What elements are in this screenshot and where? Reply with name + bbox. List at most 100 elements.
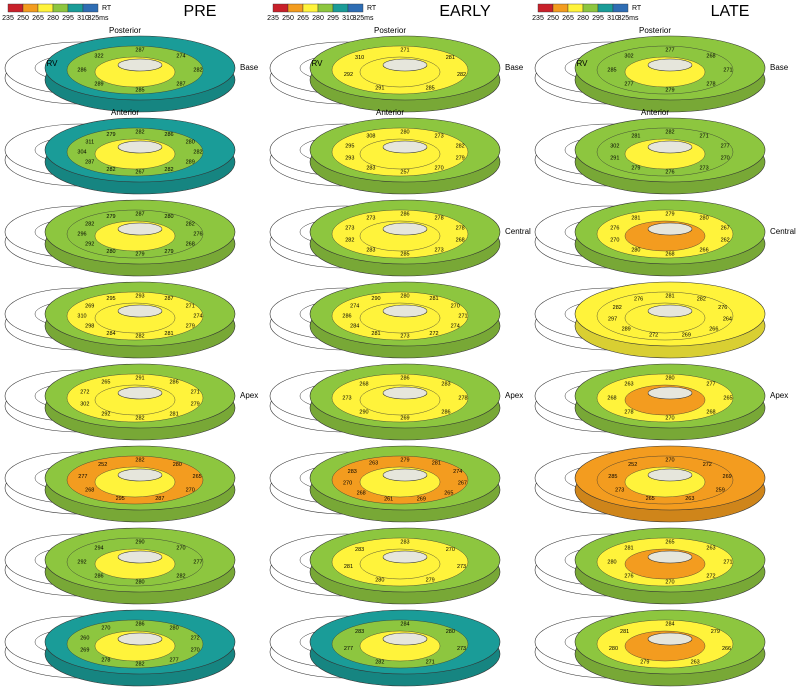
level-label: Apex (770, 391, 788, 400)
rt-value: 283 (355, 629, 364, 635)
legend-tick: 295 (62, 15, 74, 22)
legend-tick: 250 (282, 15, 294, 22)
legend-swatch (552, 3, 569, 13)
rt-value: 287 (135, 47, 144, 53)
rt-value: 266 (699, 248, 708, 254)
rt-value: 274 (350, 303, 359, 309)
rt-value: 292 (85, 241, 94, 247)
rt-value: 279 (400, 457, 409, 463)
rt-value: 270 (101, 625, 110, 631)
legend-tick: 235 (267, 15, 279, 22)
rt-value: 276 (665, 169, 674, 175)
legend-swatch (347, 3, 364, 13)
lv-cavity (647, 386, 693, 400)
rt-value: 283 (400, 539, 409, 545)
rt-value: 292 (344, 72, 353, 78)
rt-value: 273 (434, 133, 443, 139)
rt-value: 293 (345, 156, 354, 162)
rt-value: 263 (369, 461, 378, 467)
rt-value: 268 (706, 410, 715, 416)
rt-value: 274 (453, 469, 462, 475)
rt-value: 269 (417, 497, 426, 503)
rt-value: 282 (135, 415, 144, 421)
rt-value: 281 (665, 293, 674, 299)
rt-value: 271 (723, 559, 732, 565)
rt-value: 284 (665, 621, 674, 627)
rt-value: 279 (456, 156, 465, 162)
rt-value: 272 (80, 389, 89, 395)
rt-value: 272 (703, 462, 712, 468)
rt-value: 295 (116, 496, 125, 502)
heart-slice: 290 270 277 282 280 286 292 294 (4, 527, 236, 605)
rt-value: 282 (135, 661, 144, 667)
rt-value: 274 (193, 313, 202, 319)
rt-value: 281 (446, 55, 455, 61)
rt-value: 277 (344, 646, 353, 652)
rt-value: 270 (176, 545, 185, 551)
heart-slice: 279 281 274 267 265 269 261 268 270 283 263 (269, 445, 501, 523)
legend-tick: 295 (592, 15, 604, 22)
rt-value: 252 (98, 462, 107, 468)
rt-value: 265 (193, 474, 202, 480)
rt-value: 290 (371, 296, 380, 302)
rt-value: 268 (359, 381, 368, 387)
rt-value: 252 (628, 462, 637, 468)
rt-value: 282 (135, 333, 144, 339)
rt-value: 282 (375, 659, 384, 665)
rt-value: 310 (355, 55, 364, 61)
rt-value: 280 (164, 214, 173, 220)
rt-value: 286 (77, 67, 86, 73)
rt-value: 283 (355, 547, 364, 553)
rt-value: 261 (384, 497, 393, 503)
rt-value: 281 (620, 629, 629, 635)
lv-cavity (647, 550, 693, 564)
rt-value: 285 (608, 474, 617, 480)
rt-value: 268 (665, 251, 674, 257)
rt-value: 270 (186, 487, 195, 493)
rt-value: 278 (624, 410, 633, 416)
rt-value: 279 (426, 577, 435, 583)
rt-value: 322 (94, 53, 103, 59)
legend-tick: 295 (327, 15, 339, 22)
rt-value: 272 (649, 333, 658, 339)
rt-value: 310 (77, 313, 86, 319)
heart-slice: 279 280 267 262 266 268 280 270 276 281 (534, 199, 766, 277)
rt-value: 268 (456, 238, 465, 244)
rt-value: 274 (176, 53, 185, 59)
rt-value: 265 (646, 496, 655, 502)
rt-value: 276 (634, 297, 643, 303)
rv-label: RV (312, 59, 324, 68)
column-title: PRE (184, 3, 217, 20)
rt-value: 282 (665, 129, 674, 135)
heart-slice: 286 278 278 268 273 285 283 282 273 273 (269, 199, 501, 277)
level-label: Apex (240, 391, 258, 400)
rt-value: 279 (106, 214, 115, 220)
legend-swatch (597, 3, 614, 13)
legend-swatch (67, 3, 84, 13)
rt-value: 289 (94, 82, 103, 88)
rt-value: 273 (342, 395, 351, 401)
heart-slice: 281 282 276 264 266 269 272 289 297 282 276 (534, 281, 766, 359)
rt-value: 281 (169, 412, 178, 418)
heart-slice: 277 268 271 278 279 277 285 302 (534, 35, 766, 113)
lv-cavity (117, 222, 163, 236)
rt-value: 267 (458, 480, 467, 486)
rt-value: 268 (706, 53, 715, 59)
rt-value: 296 (77, 231, 86, 237)
heart-slice: 286 280 272 270 277 282 278 269 260 270 (4, 609, 236, 687)
heart-slice: 271 281 282 285 291 292 310 (269, 35, 501, 113)
rt-value: 295 (106, 296, 115, 302)
rt-value: 286 (400, 211, 409, 217)
rt-value: 302 (624, 53, 633, 59)
rt-value: 267 (721, 225, 730, 231)
rt-value: 280 (173, 462, 182, 468)
rt-value: 265 (444, 491, 453, 497)
rt-value: 273 (457, 646, 466, 652)
rt-value: 286 (169, 379, 178, 385)
heart-slice: 270 272 269 259 263 265 273 285 252 (534, 445, 766, 523)
legend-tick: 325ms (617, 15, 639, 22)
rt-value: 273 (457, 564, 466, 570)
rt-value: 278 (458, 395, 467, 401)
rt-value: 285 (607, 67, 616, 73)
rt-value: 282 (164, 167, 173, 173)
